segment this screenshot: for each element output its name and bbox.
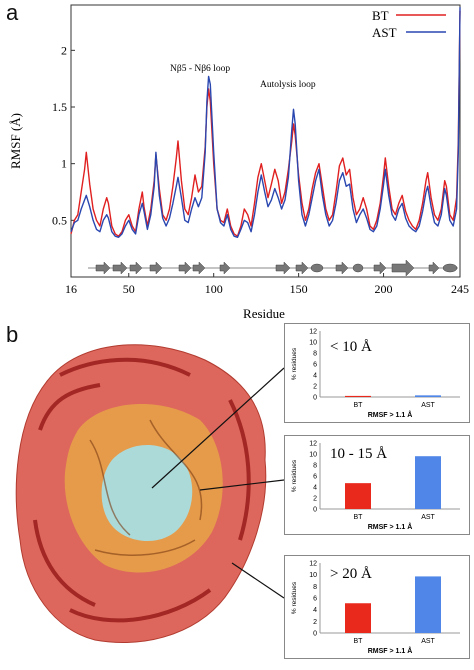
x-axis-label: RMSF > 1.1 Å	[368, 522, 413, 531]
y-tick-label: 4	[313, 373, 317, 380]
x-tick-label: 245	[451, 282, 469, 296]
secondary-structure-strip	[88, 259, 458, 277]
y-tick-label: 10	[309, 572, 317, 579]
annotation-nb5-nb6-loop: Nβ5 - Nβ6 loop	[170, 64, 230, 74]
category-label: BT	[354, 402, 364, 409]
beta-strand-arrow	[112, 261, 128, 275]
y-tick-label: 2	[313, 619, 317, 626]
beta-strand-arrow	[275, 261, 291, 275]
inset-frame	[284, 323, 470, 423]
y-tick-label: 0.5	[52, 213, 67, 227]
bar-bt	[345, 483, 371, 509]
y-tick-label: 0	[313, 631, 317, 638]
bar-chart-10-15: 0 2 4 6 8 10 12 % residues BT AST RMSF > 1.1 Å 10 -…	[284, 435, 470, 535]
x-tick-label: 16	[65, 282, 77, 296]
y-tick-label: 8	[313, 584, 317, 591]
y-tick-label: 2	[313, 384, 317, 391]
y-tick-label: 1.5	[52, 100, 67, 114]
x-axis-label: Residue	[243, 306, 285, 321]
bar-bt	[345, 395, 371, 397]
bar-bt	[345, 603, 371, 633]
y-tick-label: 12	[309, 329, 317, 336]
x-axis-label: RMSF > 1.1 Å	[368, 646, 413, 655]
bar-chart-gt20: 0 2 4 6 8 10 12 % residues BT AST RMSF > 1.1 Å > 20…	[284, 555, 470, 659]
y-tick-label: 4	[313, 607, 317, 614]
inset-title: 10 - 15 Å	[330, 446, 387, 462]
legend-label-bt: BT	[372, 8, 389, 23]
beta-strand-arrow	[373, 261, 387, 275]
y-tick-label: 8	[313, 463, 317, 470]
y-tick-label: 1	[61, 157, 67, 171]
legend: BT AST	[372, 8, 446, 40]
beta-strand-arrow	[219, 261, 231, 275]
beta-strand-arrow	[335, 261, 349, 275]
y-tick-label: 10	[309, 452, 317, 459]
beta-strand-arrow	[95, 261, 111, 275]
bar-ast	[415, 576, 441, 633]
y-tick-label: 10	[309, 340, 317, 347]
category-label: AST	[421, 638, 435, 645]
inset-title: < 10 Å	[330, 339, 372, 355]
beta-strand-arrow	[149, 261, 163, 275]
x-tick-label: 200	[375, 282, 393, 296]
x-tick-label: 50	[123, 282, 135, 296]
y-tick-label: 2	[61, 43, 67, 57]
beta-strand-arrow	[192, 261, 206, 275]
beta-strand-arrow	[428, 261, 440, 275]
pointer-line-core	[151, 367, 285, 489]
legend-label-ast: AST	[372, 25, 397, 40]
y-axis-label: % residues	[291, 459, 298, 492]
beta-strand-arrow	[391, 259, 415, 277]
y-tick-label: 6	[313, 596, 317, 603]
beta-strand-arrow	[129, 261, 143, 275]
category-label: BT	[354, 514, 364, 521]
ribbon-strands	[33, 357, 251, 623]
pointer-line-middle	[199, 479, 285, 491]
helix-shape	[442, 263, 458, 273]
plot-frame	[70, 4, 461, 278]
x-tick-label: 150	[290, 282, 308, 296]
surface-core-region	[101, 445, 193, 542]
category-label: AST	[421, 402, 435, 409]
y-tick-label: 8	[313, 351, 317, 358]
ribbon-detail	[89, 419, 203, 556]
x-axis-label: RMSF > 1.1 Å	[368, 410, 413, 419]
annotation-autolysis-loop: Autolysis loop	[260, 80, 316, 90]
y-tick-label: 2	[313, 496, 317, 503]
category-label: AST	[421, 514, 435, 521]
helix-shape	[310, 263, 324, 273]
rmsf-line-chart: 0.5 1 1.5 2 16 50 100 150 200 245 BT AST	[8, 4, 469, 321]
protein-surface-image	[15, 344, 285, 644]
y-tick-label: 12	[309, 441, 317, 448]
y-tick-label: 6	[313, 362, 317, 369]
panel-label-b: b	[6, 322, 19, 347]
panel-label-a: a	[6, 0, 19, 25]
beta-strand-arrow	[178, 261, 192, 275]
y-tick-label: 12	[309, 561, 317, 568]
y-tick-label: 0	[313, 395, 317, 402]
beta-strand-arrow	[295, 261, 309, 275]
y-tick-label: 6	[313, 474, 317, 481]
bar-chart-lt10: 0 2 4 6 8 10 12 % residues BT AST RMSF > 1.1 Å < 10…	[284, 323, 470, 423]
y-axis-label: % residues	[291, 347, 298, 380]
series-line-bt	[70, 10, 461, 237]
helix-shape	[352, 263, 364, 273]
y-axis-label: RMSF (Å)	[8, 113, 23, 169]
bar-ast	[415, 456, 441, 509]
inset-title: > 20 Å	[330, 566, 372, 582]
y-tick-label: 0	[313, 507, 317, 514]
bar-ast	[415, 395, 441, 397]
series-line-ast	[70, 7, 461, 238]
y-tick-label: 4	[313, 485, 317, 492]
pointer-line-outer	[231, 562, 285, 599]
x-tick-label: 100	[205, 282, 223, 296]
category-label: BT	[354, 638, 364, 645]
y-axis-label: % residues	[291, 581, 298, 614]
